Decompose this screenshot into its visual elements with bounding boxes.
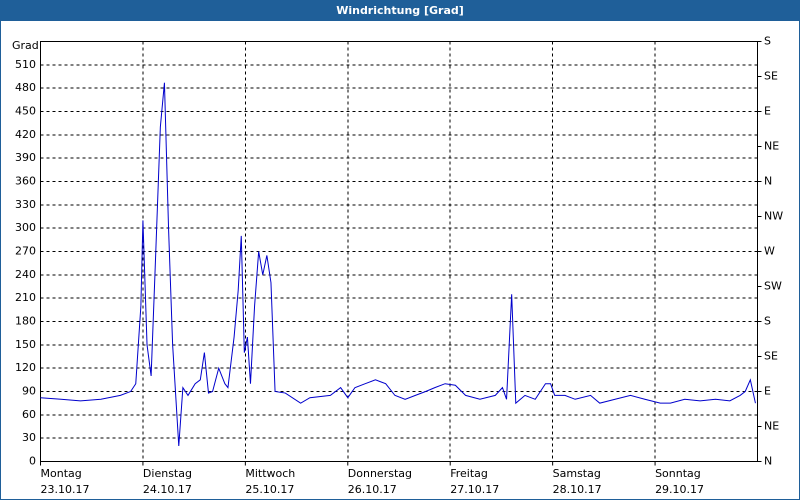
y2-tick-label: N xyxy=(764,175,772,188)
title-bar xyxy=(0,0,800,21)
x-tick-day: Mittwoch xyxy=(245,467,295,480)
y2-tick-label: SW xyxy=(764,280,782,293)
y-tick-label: 0 xyxy=(29,455,36,468)
x-tick-label: 28.10.17 xyxy=(553,483,602,496)
y2-tick-label: S xyxy=(764,35,771,48)
y-tick-label: 450 xyxy=(15,105,36,118)
y-tick-label: 180 xyxy=(15,315,36,328)
y-tick-label: 90 xyxy=(22,385,36,398)
x-tick-label: 23.10.17 xyxy=(41,483,90,496)
y-tick-label: 240 xyxy=(15,268,36,281)
x-tick-day: Samstag xyxy=(553,467,601,480)
y-tick-label: 360 xyxy=(15,175,36,188)
y2-tick-label: E xyxy=(764,385,771,398)
x-tick-day: Donnerstag xyxy=(348,467,412,480)
x-tick-day: Montag xyxy=(41,467,82,480)
y-tick-label: 420 xyxy=(15,128,36,141)
y-axis-label: Grad xyxy=(12,39,39,52)
y2-tick-label: NE xyxy=(764,420,779,433)
y2-tick-label: NE xyxy=(764,140,779,153)
x-tick-label: 27.10.17 xyxy=(450,483,499,496)
x-tick-day: Sonntag xyxy=(655,467,701,480)
y2-tick-label: W xyxy=(764,245,775,258)
chart-title: Windrichtung [Grad] xyxy=(336,4,464,17)
x-tick-day: Freitag xyxy=(450,467,488,480)
y-tick-label: 510 xyxy=(15,58,36,71)
y-tick-label: 390 xyxy=(15,151,36,164)
y2-tick-label: N xyxy=(764,455,772,468)
x-tick-label: 29.10.17 xyxy=(655,483,704,496)
y-tick-label: 480 xyxy=(15,81,36,94)
x-tick-label: 25.10.17 xyxy=(245,483,294,496)
y2-tick-label: E xyxy=(764,105,771,118)
y-tick-label: 60 xyxy=(22,408,36,421)
y-tick-label: 30 xyxy=(22,431,36,444)
y-tick-label: 120 xyxy=(15,361,36,374)
x-tick-label: 26.10.17 xyxy=(348,483,397,496)
y2-tick-label: S xyxy=(764,315,771,328)
y-tick-label: 330 xyxy=(15,198,36,211)
y2-tick-label: SE xyxy=(764,70,778,83)
x-tick-label: 24.10.17 xyxy=(143,483,192,496)
x-tick-day: Dienstag xyxy=(143,467,192,480)
data-line xyxy=(40,82,756,446)
y-tick-label: 210 xyxy=(15,291,36,304)
y2-tick-label: SE xyxy=(764,350,778,363)
y-tick-label: 270 xyxy=(15,245,36,258)
y2-tick-label: NW xyxy=(764,210,783,223)
y-tick-label: 300 xyxy=(15,221,36,234)
y-tick-label: 150 xyxy=(15,338,36,351)
